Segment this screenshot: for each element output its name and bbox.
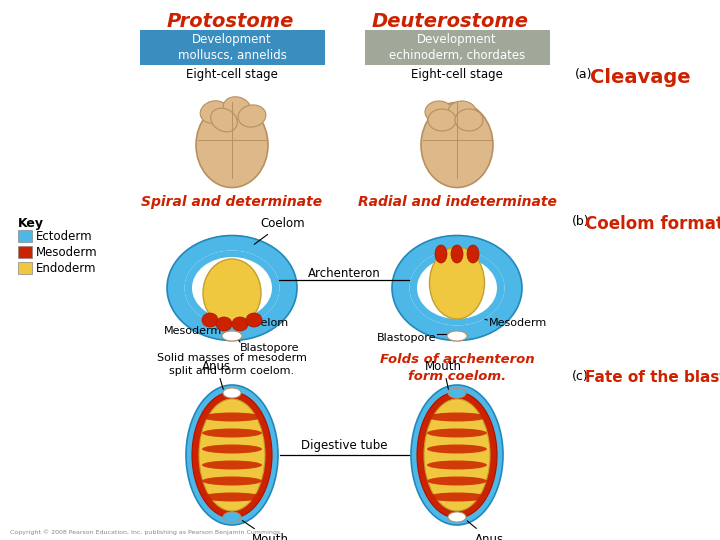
Ellipse shape [448,388,466,398]
Bar [365,30,550,65]
Ellipse shape [186,385,278,525]
Ellipse shape [427,444,487,454]
Ellipse shape [425,101,453,123]
Ellipse shape [410,251,505,326]
Text: Mouth: Mouth [243,521,289,540]
Ellipse shape [427,476,487,485]
Text: Mesoderm: Mesoderm [164,326,222,336]
Text: Folds of archenteron
form coelom.: Folds of archenteron form coelom. [379,353,534,383]
Text: Copyright © 2008 Pearson Education, Inc. publishing as Pearson Benjamin Cummings: Copyright © 2008 Pearson Education, Inc.… [10,529,282,535]
Text: Mesoderm: Mesoderm [36,246,98,259]
Text: (c): (c) [572,370,589,383]
Ellipse shape [184,251,279,326]
Text: Anus: Anus [467,521,504,540]
Ellipse shape [392,235,522,341]
Text: (a): (a) [575,68,593,81]
Ellipse shape [192,392,272,518]
Ellipse shape [232,317,248,331]
Ellipse shape [223,512,241,522]
Text: Coelom: Coelom [246,318,288,328]
Text: Coelom formation: Coelom formation [585,215,720,233]
Text: Digestive tube: Digestive tube [301,439,387,452]
Text: Archenteron: Archenteron [307,267,380,280]
Ellipse shape [216,317,232,331]
Bar [18,246,32,258]
Text: Protostome: Protostome [166,12,294,31]
Ellipse shape [430,247,485,319]
Ellipse shape [424,399,490,511]
Ellipse shape [435,245,447,263]
Ellipse shape [448,101,476,123]
Text: Development
molluscs, annelids: Development molluscs, annelids [178,32,287,62]
Ellipse shape [200,101,228,123]
Ellipse shape [202,461,262,469]
Ellipse shape [411,385,503,525]
Ellipse shape [417,392,497,518]
Ellipse shape [203,259,261,327]
Ellipse shape [238,105,266,127]
Bar [140,30,325,65]
Text: Blastopore: Blastopore [377,333,436,343]
Ellipse shape [451,245,463,263]
Ellipse shape [223,97,251,119]
Ellipse shape [427,429,487,437]
Ellipse shape [202,444,262,454]
Text: Development
echinoderm, chordates: Development echinoderm, chordates [389,32,525,62]
Ellipse shape [427,492,487,502]
Text: Coelom: Coelom [254,217,305,244]
Text: Deuterostome: Deuterostome [372,12,528,31]
Text: Mesoderm: Mesoderm [489,318,547,328]
Ellipse shape [202,492,262,502]
Text: Eight-cell stage: Eight-cell stage [186,68,278,81]
Ellipse shape [448,512,466,522]
Bar [18,262,32,274]
Ellipse shape [427,461,487,469]
Ellipse shape [202,429,262,437]
Text: Solid masses of mesoderm
split and form coelom.: Solid masses of mesoderm split and form … [157,353,307,376]
Ellipse shape [427,413,487,422]
Ellipse shape [447,331,467,341]
Ellipse shape [192,257,272,319]
Ellipse shape [410,251,505,326]
Ellipse shape [167,235,297,341]
Text: Key: Key [18,217,44,230]
Bar [18,230,32,242]
Text: Fate of the blastopore: Fate of the blastopore [585,370,720,385]
Ellipse shape [428,109,456,131]
Text: Eight-cell stage: Eight-cell stage [411,68,503,81]
Ellipse shape [184,251,279,326]
Text: Cleavage: Cleavage [590,68,690,87]
Ellipse shape [202,413,262,422]
Text: Spiral and determinate: Spiral and determinate [141,195,323,209]
Text: Mouth: Mouth [425,360,462,389]
Text: Endoderm: Endoderm [36,261,96,274]
Ellipse shape [222,331,242,341]
Ellipse shape [223,388,241,398]
Ellipse shape [199,399,265,511]
Ellipse shape [202,476,262,485]
Text: Blastopore: Blastopore [240,343,300,353]
Ellipse shape [455,109,483,131]
Ellipse shape [196,103,268,187]
Ellipse shape [421,103,493,187]
Ellipse shape [246,313,262,327]
Text: Ectoderm: Ectoderm [36,230,93,242]
Ellipse shape [211,108,238,132]
Ellipse shape [467,245,479,263]
Ellipse shape [417,257,497,319]
Ellipse shape [202,313,218,327]
Text: Radial and indeterminate: Radial and indeterminate [358,195,557,209]
Text: Anus: Anus [202,360,231,389]
Text: (b): (b) [572,215,590,228]
